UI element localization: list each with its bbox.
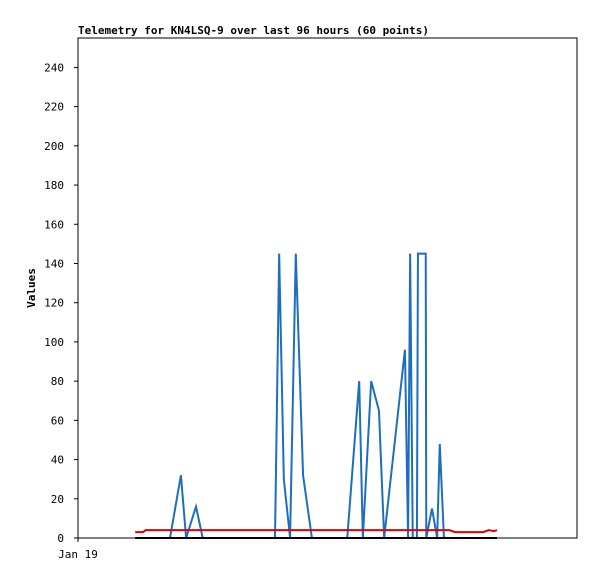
y-tick-label: 140 [44, 257, 64, 270]
series-line [135, 529, 498, 534]
y-tick-label: 20 [51, 493, 64, 506]
y-tick-label: 100 [44, 336, 64, 349]
y-tick-label: 180 [44, 179, 64, 192]
y-tick-label: 220 [44, 101, 64, 114]
y-tick-label: 120 [44, 297, 64, 310]
y-tick-label: 40 [51, 454, 64, 467]
y-tick-label: 160 [44, 218, 64, 231]
y-tick-label: 240 [44, 61, 64, 74]
y-tick-label: 60 [51, 414, 64, 427]
chart-title: Telemetry for KN4LSQ-9 over last 96 hour… [78, 24, 429, 37]
y-tick-label: 0 [57, 532, 64, 545]
y-tick-label: 80 [51, 375, 64, 388]
x-tick-label: Jan 19 [58, 548, 98, 561]
y-axis-label: Values [25, 268, 38, 308]
y-tick-label: 200 [44, 140, 64, 153]
